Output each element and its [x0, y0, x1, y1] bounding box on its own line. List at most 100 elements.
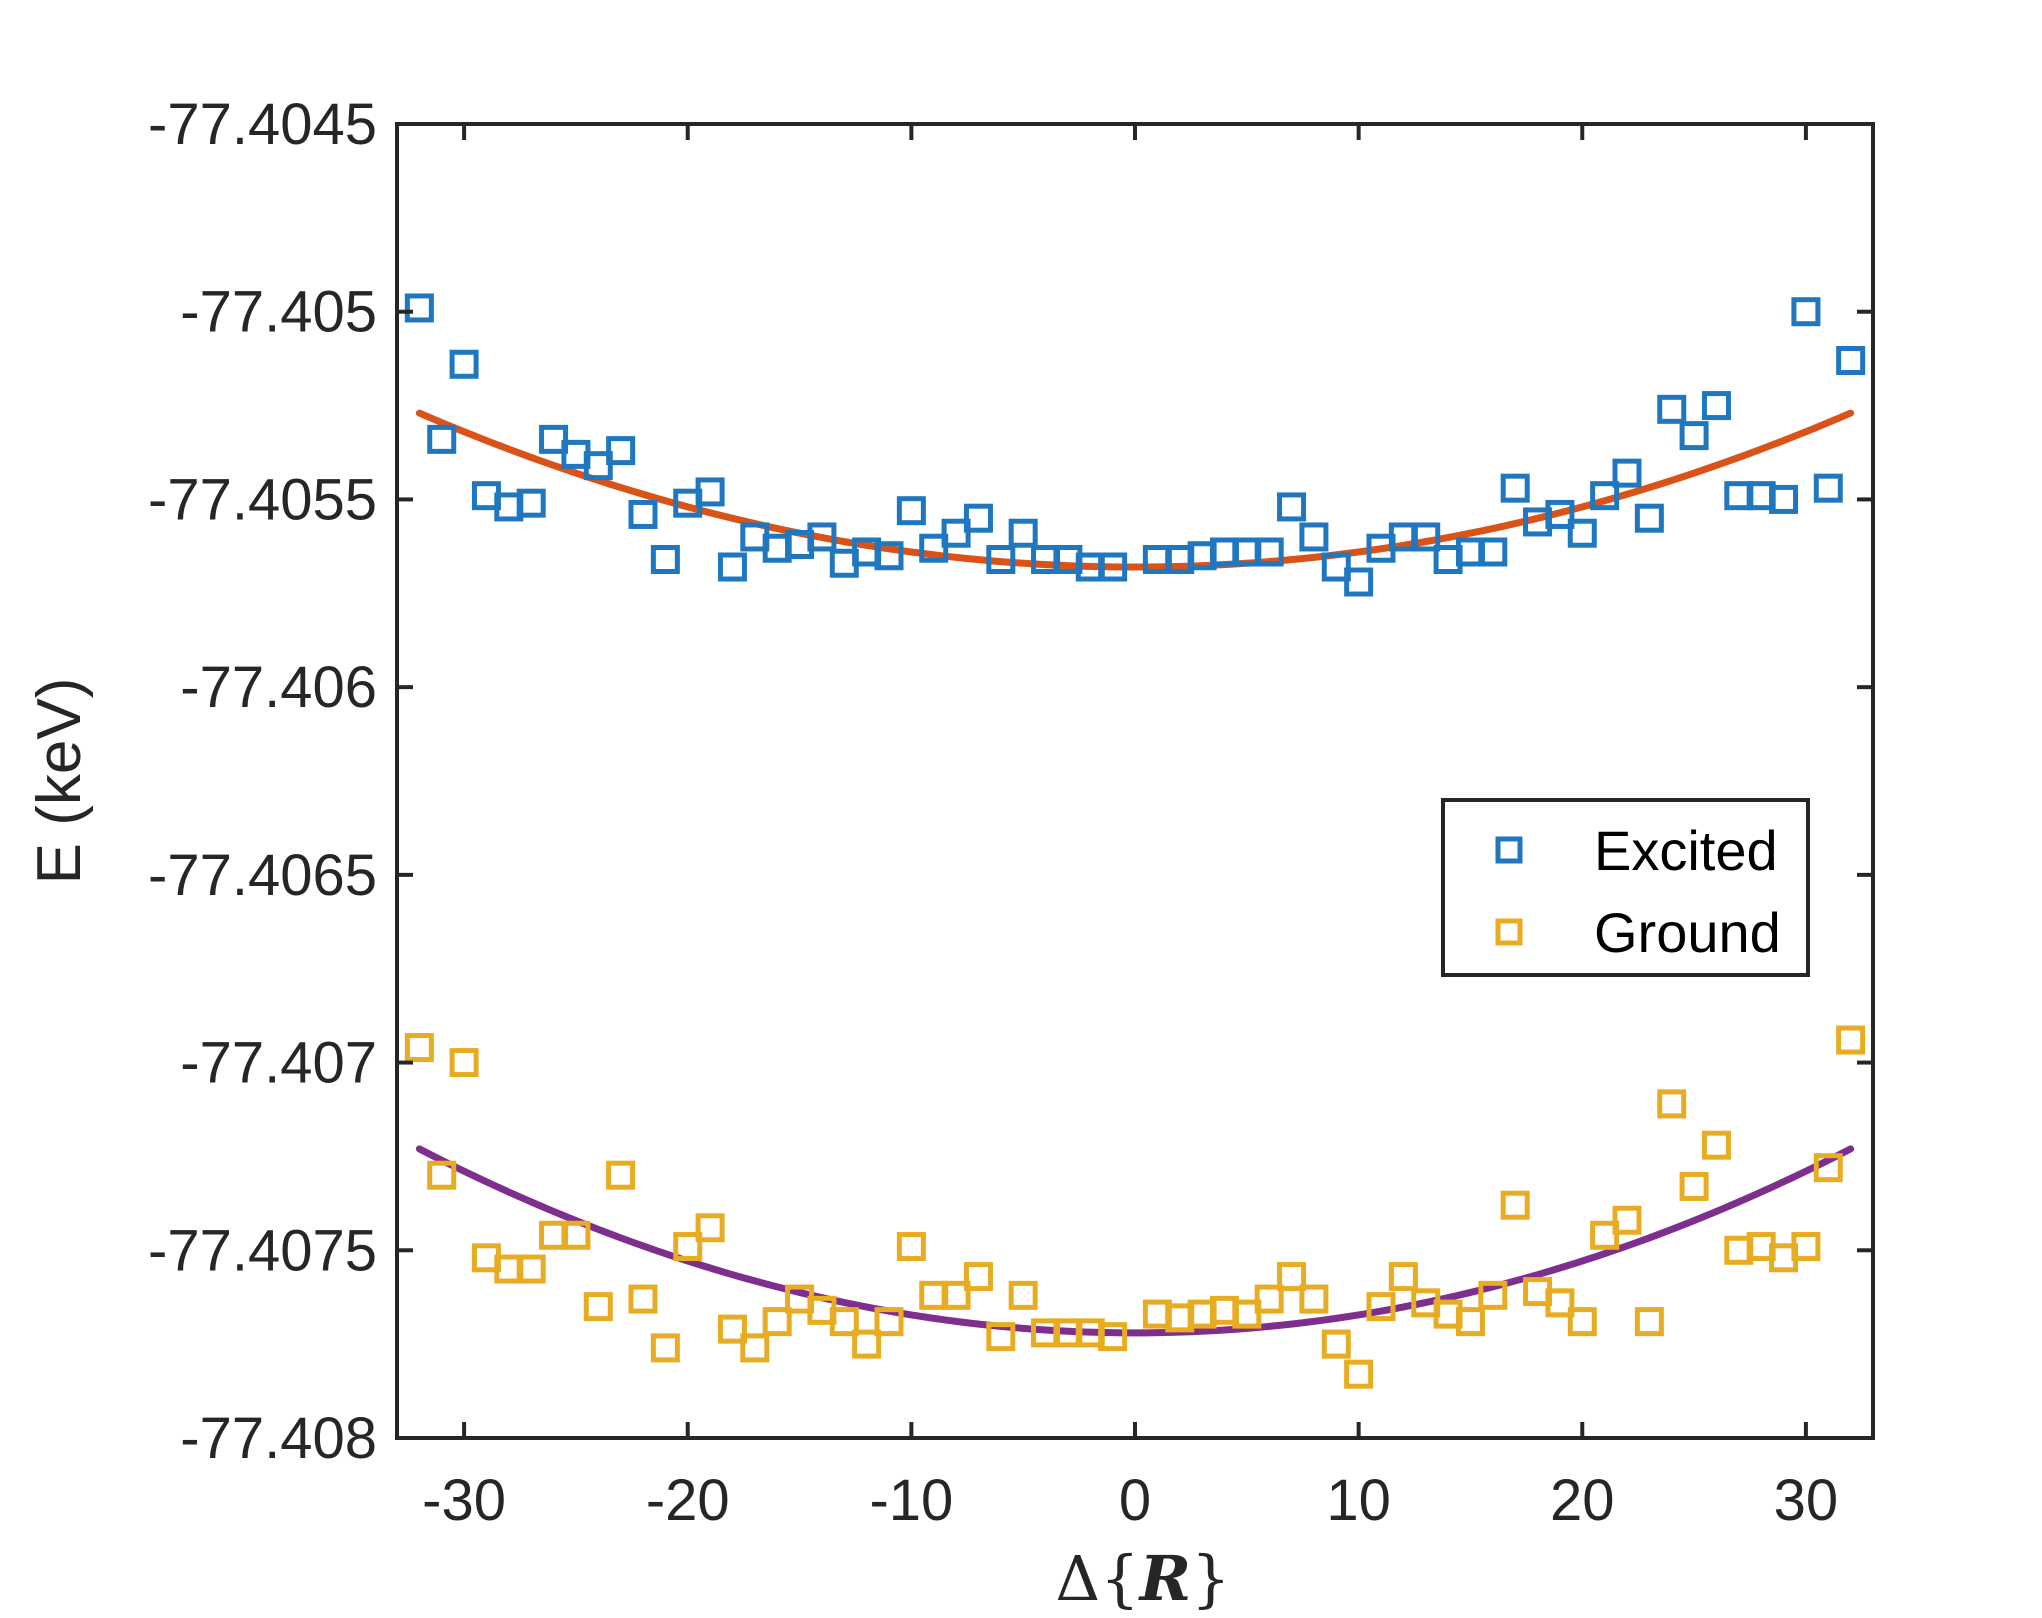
excited-point [650, 545, 680, 574]
ground-point [874, 1307, 904, 1337]
x-tick-label: -10 [869, 1468, 953, 1533]
y-tick-label: -77.4055 [148, 467, 377, 532]
ground-point [561, 1220, 591, 1250]
excited-point [919, 533, 949, 563]
y-tick-label: -77.407 [180, 1031, 377, 1096]
ground-point [1478, 1280, 1508, 1310]
excited-point [1008, 518, 1038, 548]
x-axis-label: Δ{R} [1055, 1542, 1230, 1613]
legend-marker-excited [1495, 836, 1523, 864]
ground-point [1299, 1284, 1329, 1314]
y-axis-label: E (keV) [25, 678, 94, 885]
legend-label-excited: Excited [1594, 819, 1778, 882]
x-tick-label: 10 [1326, 1468, 1391, 1533]
excited-point [1411, 522, 1441, 552]
excited-point [1612, 458, 1642, 488]
ground-point [404, 1033, 434, 1063]
ground-series [404, 1025, 1866, 1389]
ground-point [1791, 1232, 1821, 1262]
excited-point [1478, 537, 1508, 567]
excited-point [1701, 391, 1731, 421]
ground-point [1455, 1307, 1485, 1337]
excited-point [539, 424, 569, 454]
ground-point [1232, 1299, 1262, 1329]
excited-point [1545, 499, 1575, 529]
y-tick-label: -77.405 [180, 280, 377, 345]
excited-point [1321, 552, 1351, 582]
x-tick-label: 0 [1119, 1468, 1151, 1533]
excited-point [1500, 473, 1530, 503]
excited-point [1098, 552, 1128, 582]
excited-point [896, 496, 926, 526]
ground-point [762, 1307, 792, 1337]
excited-point [1344, 567, 1374, 597]
y-tick-label: -77.408 [180, 1406, 377, 1471]
ground-point [1634, 1307, 1664, 1337]
ground-point [1545, 1288, 1575, 1318]
ground-point [1277, 1262, 1307, 1292]
excited-point [695, 477, 725, 507]
x-tick-label: -30 [422, 1468, 506, 1533]
ground-point [650, 1333, 680, 1363]
excited-point [1590, 481, 1620, 511]
excited-point [1679, 421, 1709, 451]
excited-point [1813, 473, 1843, 503]
ground-point [1567, 1307, 1597, 1337]
y-tick-label: -77.4065 [148, 843, 377, 908]
excited-point [449, 349, 479, 379]
excited-point [717, 552, 747, 582]
ground-point [583, 1292, 613, 1322]
axes [395, 122, 1875, 1440]
excited-point [1567, 518, 1597, 548]
x-tick-label: -20 [646, 1468, 730, 1533]
y-tick-label: -77.4075 [148, 1218, 377, 1283]
ground-point [986, 1322, 1016, 1352]
excited-point [963, 503, 993, 533]
legend-label-ground: Ground [1594, 901, 1781, 964]
excited-point [1254, 537, 1284, 567]
legend: Excited Ground [1441, 798, 1810, 977]
ground-point [1590, 1220, 1620, 1250]
ground-point [1836, 1025, 1866, 1055]
excited-fit-curve [415, 409, 1855, 571]
excited-point [1791, 297, 1821, 327]
excited-point [583, 451, 613, 481]
excited-point [606, 436, 636, 466]
excited-point [628, 499, 658, 529]
excited-point [516, 488, 546, 518]
plot-background [397, 124, 1873, 1438]
ground-point [740, 1333, 770, 1363]
y-tick-label: -77.4045 [148, 92, 377, 157]
ground-point [427, 1160, 457, 1190]
ground-point [516, 1254, 546, 1284]
excited-point [427, 424, 457, 454]
excited-point [1657, 394, 1687, 424]
excited-point [1836, 346, 1866, 376]
ground-point [673, 1232, 703, 1262]
legend-marker-ground [1495, 918, 1523, 946]
x-tick-label: 30 [1774, 1468, 1839, 1533]
ground-point [1098, 1322, 1128, 1352]
legend-box [1441, 798, 1810, 977]
ground-point [1344, 1359, 1374, 1389]
ground-point [1612, 1205, 1642, 1235]
ground-point [963, 1262, 993, 1292]
ground-point [1366, 1292, 1396, 1322]
excited-point [1299, 522, 1329, 552]
axis-labels: -30 -20 -10 0 10 20 30 -77.4045 -77.405 -77.4055 -… [25, 92, 1839, 1615]
excited-point [874, 541, 904, 571]
ground-point [695, 1213, 725, 1243]
excited-point [404, 293, 434, 323]
x-tick-label: 20 [1550, 1468, 1615, 1533]
excited-point [941, 518, 971, 548]
ground-point [628, 1284, 658, 1314]
ground-point [941, 1280, 971, 1310]
excited-point [1769, 484, 1799, 514]
excited-point [1634, 503, 1664, 533]
fit-curves [415, 409, 1855, 1337]
excited-point [986, 545, 1016, 574]
ground-point [829, 1307, 859, 1337]
y-tick-label: -77.406 [180, 655, 377, 720]
